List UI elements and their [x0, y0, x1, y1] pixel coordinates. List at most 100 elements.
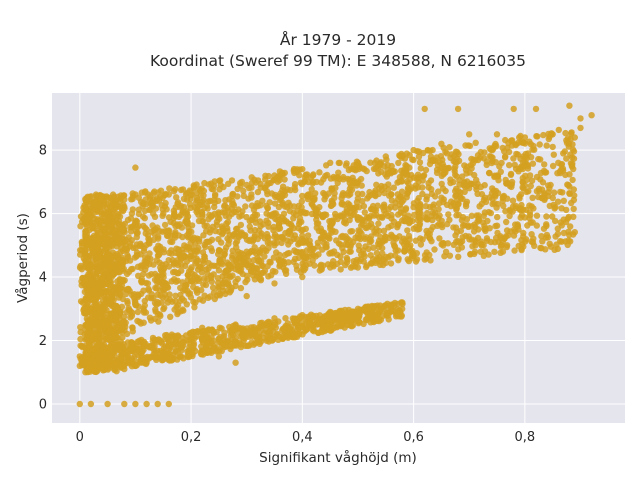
data-point: [83, 315, 91, 322]
data-point: [416, 159, 424, 166]
data-point: [196, 202, 203, 209]
data-point: [439, 160, 446, 168]
data-point: [191, 247, 198, 254]
data-point: [98, 195, 105, 203]
data-point: [144, 353, 151, 361]
data-point: [232, 359, 239, 366]
data-point: [354, 216, 362, 224]
data-point: [514, 223, 521, 230]
data-point: [506, 162, 513, 169]
data-point: [240, 187, 247, 195]
data-point: [139, 199, 147, 207]
data-point: [274, 193, 281, 200]
data-point: [185, 224, 192, 231]
data-point: [217, 338, 224, 345]
data-point: [232, 321, 239, 328]
data-point: [533, 212, 541, 219]
y-axis-ticks: 0 2 4 6 8: [39, 144, 47, 413]
data-point: [549, 213, 556, 220]
data-point: [312, 206, 319, 213]
data-point: [505, 139, 512, 147]
data-point: [121, 365, 128, 373]
data-point: [233, 225, 240, 233]
data-point: [209, 284, 217, 291]
x-tick-label: 0,2: [181, 430, 202, 445]
data-point: [343, 210, 350, 218]
data-point: [168, 278, 175, 285]
y-tick-label: 4: [39, 271, 47, 286]
data-point: [143, 226, 150, 233]
data-point: [108, 242, 116, 250]
data-point: [558, 222, 565, 229]
data-point: [541, 195, 548, 202]
data-point: [373, 181, 380, 188]
data-point: [129, 291, 136, 299]
data-point: [361, 253, 368, 260]
data-point: [201, 253, 208, 260]
data-point: [473, 176, 480, 184]
data-point: [454, 105, 462, 113]
data-point: [154, 279, 161, 287]
data-point: [467, 251, 474, 258]
data-point: [302, 225, 309, 233]
data-point: [554, 230, 562, 237]
data-point: [180, 297, 188, 304]
data-point: [184, 276, 191, 284]
data-point: [239, 270, 246, 278]
data-point: [222, 212, 229, 219]
data-point: [329, 250, 336, 257]
data-point: [427, 153, 435, 160]
data-point: [265, 223, 272, 230]
data-point: [163, 331, 170, 339]
data-point: [568, 129, 575, 136]
data-point: [94, 239, 102, 246]
data-point: [500, 192, 508, 200]
data-point: [293, 168, 301, 175]
data-point: [406, 218, 413, 226]
data-point: [569, 160, 576, 167]
data-point: [213, 328, 220, 336]
data-point: [387, 303, 394, 310]
data-point: [258, 262, 265, 269]
data-point: [161, 291, 169, 298]
data-point: [240, 192, 247, 200]
data-point: [127, 240, 134, 247]
data-point: [282, 315, 289, 322]
data-point: [375, 227, 383, 235]
data-point: [529, 194, 536, 201]
data-point: [145, 285, 152, 293]
data-point: [296, 215, 304, 222]
data-point: [81, 331, 88, 338]
data-point: [388, 211, 395, 219]
data-point: [119, 207, 127, 215]
data-point: [180, 287, 187, 294]
data-point: [415, 153, 423, 160]
data-point: [117, 308, 124, 316]
data-point: [125, 234, 132, 241]
data-point: [325, 190, 332, 197]
data-point: [322, 172, 329, 180]
data-point: [103, 210, 110, 217]
data-point: [557, 238, 564, 245]
data-point: [94, 229, 102, 237]
data-point: [243, 181, 250, 189]
data-point: [103, 335, 111, 342]
data-point: [143, 241, 150, 249]
data-point: [450, 224, 457, 231]
data-point: [327, 159, 334, 166]
data-point: [328, 197, 335, 205]
data-point: [374, 255, 381, 262]
data-point: [269, 211, 276, 218]
data-point: [347, 228, 354, 235]
data-point: [90, 250, 97, 257]
data-point: [510, 155, 517, 162]
data-point: [415, 148, 423, 155]
data-point: [388, 197, 396, 204]
data-point: [367, 237, 375, 245]
data-point: [174, 199, 182, 206]
data-point: [223, 220, 230, 227]
data-point: [339, 244, 346, 252]
data-point: [521, 159, 529, 166]
data-point: [87, 337, 95, 344]
data-point: [175, 261, 182, 269]
